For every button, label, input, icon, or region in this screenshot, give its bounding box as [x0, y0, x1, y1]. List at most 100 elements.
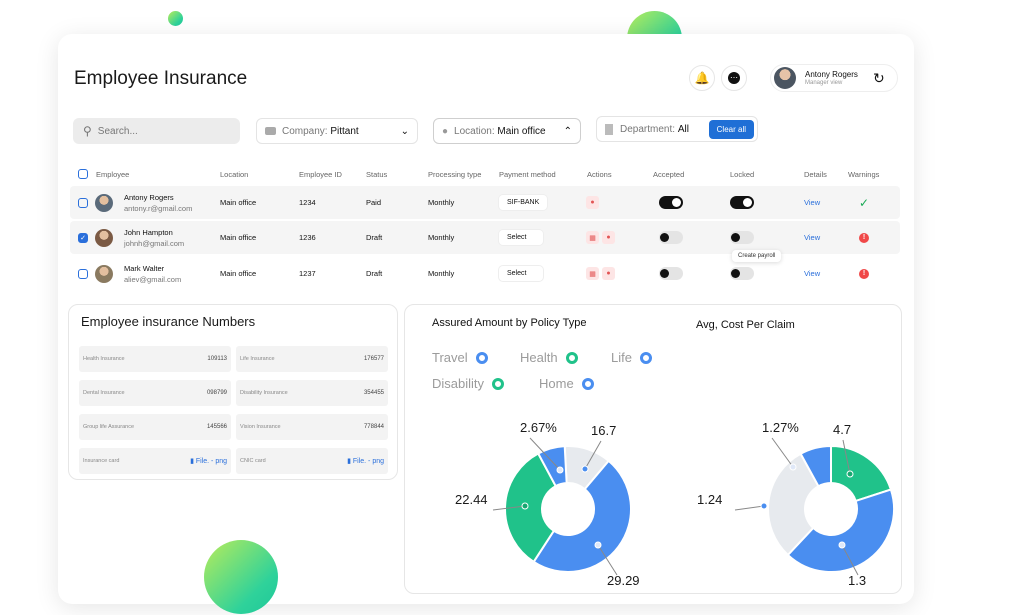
chart-1-title: Assured Amount by Policy Type: [432, 317, 587, 329]
messages-button[interactable]: ⋯: [721, 65, 747, 91]
file-icon: ▮: [190, 458, 194, 465]
legend-item: Home: [539, 376, 594, 391]
table-row[interactable]: ✓ John Hampton johnh@gmail.com Main offi…: [70, 221, 900, 254]
donut-slice[interactable]: [767, 452, 820, 557]
main-card: Employee Insurance 🔔 ⋯ Antony Rogers Man…: [58, 34, 914, 604]
decor-blob-bottom: [204, 540, 278, 614]
warning-icon[interactable]: !: [859, 232, 869, 243]
department-label: Department:: [620, 123, 676, 135]
legend-item: Life: [611, 350, 652, 365]
clear-all-button[interactable]: Clear all: [708, 119, 754, 139]
file-link[interactable]: File. - png: [195, 458, 227, 465]
donut-slice[interactable]: [786, 488, 895, 573]
column-header: Warnings: [848, 170, 880, 179]
insurance-numbers-title: Employee insurance Numbers: [81, 314, 256, 329]
user-action-icon[interactable]: ●: [602, 231, 615, 244]
insurance-label: Disability Insurance: [240, 390, 288, 396]
label-leader-line: [597, 544, 618, 576]
employee-location: Main office: [220, 198, 257, 207]
slice-label: 2.67%: [520, 420, 557, 435]
chart-2-title: Avg, Cost Per Claim: [696, 319, 795, 331]
user-action-icon[interactable]: ●: [602, 267, 615, 280]
column-header: Processing type: [428, 170, 482, 179]
accepted-toggle[interactable]: [659, 267, 683, 280]
label-leader-line: [492, 505, 526, 511]
refresh-icon[interactable]: ↻: [873, 70, 885, 86]
locked-toggle[interactable]: [730, 267, 754, 280]
location-pin-icon: ●: [442, 125, 449, 137]
user-action-icon[interactable]: ●: [586, 196, 599, 209]
locked-toggle[interactable]: [730, 196, 754, 209]
user-profile[interactable]: Antony Rogers Manager view ↻: [770, 64, 898, 92]
column-header: Status: [366, 170, 388, 179]
delete-icon[interactable]: ▦: [586, 267, 599, 280]
department-value: All: [677, 123, 689, 135]
details-view-link[interactable]: View: [804, 269, 821, 278]
insurance-label: CNIC card: [240, 458, 266, 464]
department-filter[interactable]: Department: All Clear all: [596, 116, 758, 142]
donut-slice[interactable]: [799, 444, 832, 488]
employee-id: 1237: [299, 269, 316, 278]
details-view-link[interactable]: View: [804, 233, 821, 242]
column-header: Locked: [730, 170, 755, 179]
search-box[interactable]: ⚲ Search...: [73, 118, 240, 144]
location-dropdown[interactable]: ● Location: Main office ⌃: [433, 118, 581, 144]
label-dot: [760, 502, 768, 510]
briefcase-icon: [265, 127, 276, 135]
table-row[interactable]: Antony Rogers antony.r@gmail.com Main of…: [70, 186, 900, 219]
payment-method-select[interactable]: SIF-BANK: [499, 195, 548, 210]
warning-icon[interactable]: !: [859, 268, 869, 279]
insurance-value: 109113: [207, 356, 227, 362]
insurance-number-item[interactable]: CNIC card ▮ File. - png: [236, 448, 388, 474]
column-header: Details: [804, 170, 827, 179]
file-link[interactable]: File. - png: [352, 458, 384, 465]
employee-status: Draft: [366, 233, 383, 242]
processing-type: Monthly: [428, 269, 455, 278]
company-dropdown[interactable]: Company: Pittant ⌄: [256, 118, 418, 144]
label-dot: [556, 466, 564, 474]
employee-location: Main office: [220, 233, 257, 242]
legend-label: Travel: [432, 350, 468, 365]
row-checkbox[interactable]: [78, 268, 88, 279]
insurance-value: 145566: [206, 424, 227, 430]
row-checkbox[interactable]: [78, 197, 88, 208]
location-label: Location:: [454, 125, 495, 137]
file-icon: ▮: [347, 458, 351, 465]
employee-email: aliev@gmail.com: [124, 274, 182, 284]
slice-label: 16.7: [591, 423, 616, 438]
insurance-number-item: Life Insurance 176577: [236, 346, 388, 372]
employee-id: 1234: [299, 198, 316, 207]
insurance-number-item[interactable]: Insurance card ▮ File. - png: [79, 448, 231, 474]
payment-method-select[interactable]: Select: [499, 266, 543, 281]
notifications-button[interactable]: 🔔: [689, 65, 715, 91]
column-header: Employee: [96, 170, 130, 179]
donut-slice[interactable]: [536, 445, 568, 488]
donut-slice[interactable]: [504, 452, 558, 564]
label-leader-line: [771, 437, 794, 468]
slice-label: 1.27%: [762, 420, 799, 435]
column-header: Location: [220, 170, 249, 179]
insurance-label: Life Insurance: [240, 356, 275, 362]
row-checkbox[interactable]: ✓: [78, 232, 88, 243]
company-value: Pittant: [330, 125, 359, 137]
slice-label: 29.29: [607, 573, 640, 588]
table-row[interactable]: Mark Walter aliev@gmail.com Main office …: [70, 257, 900, 290]
user-role: Manager view: [805, 80, 843, 86]
select-all-checkbox[interactable]: [78, 169, 88, 179]
label-leader-line: [841, 544, 859, 576]
insurance-value: 176577: [363, 356, 384, 362]
donut-slice[interactable]: [532, 459, 632, 573]
accepted-toggle[interactable]: [659, 196, 683, 209]
slice-label: 1.24: [697, 492, 722, 507]
employee-avatar: [95, 264, 113, 283]
delete-icon[interactable]: ▦: [586, 231, 599, 244]
accepted-toggle[interactable]: [659, 231, 683, 244]
slice-label: 22.44: [455, 492, 488, 507]
details-view-link[interactable]: View: [804, 198, 821, 207]
search-input[interactable]: Search...: [97, 125, 138, 137]
insurance-number-item: Health Insurance 109113: [79, 346, 231, 372]
payment-method-select[interactable]: Select: [499, 230, 543, 245]
employee-avatar: [95, 228, 113, 247]
locked-toggle[interactable]: [730, 231, 754, 244]
insurance-value: 098799: [206, 390, 227, 396]
